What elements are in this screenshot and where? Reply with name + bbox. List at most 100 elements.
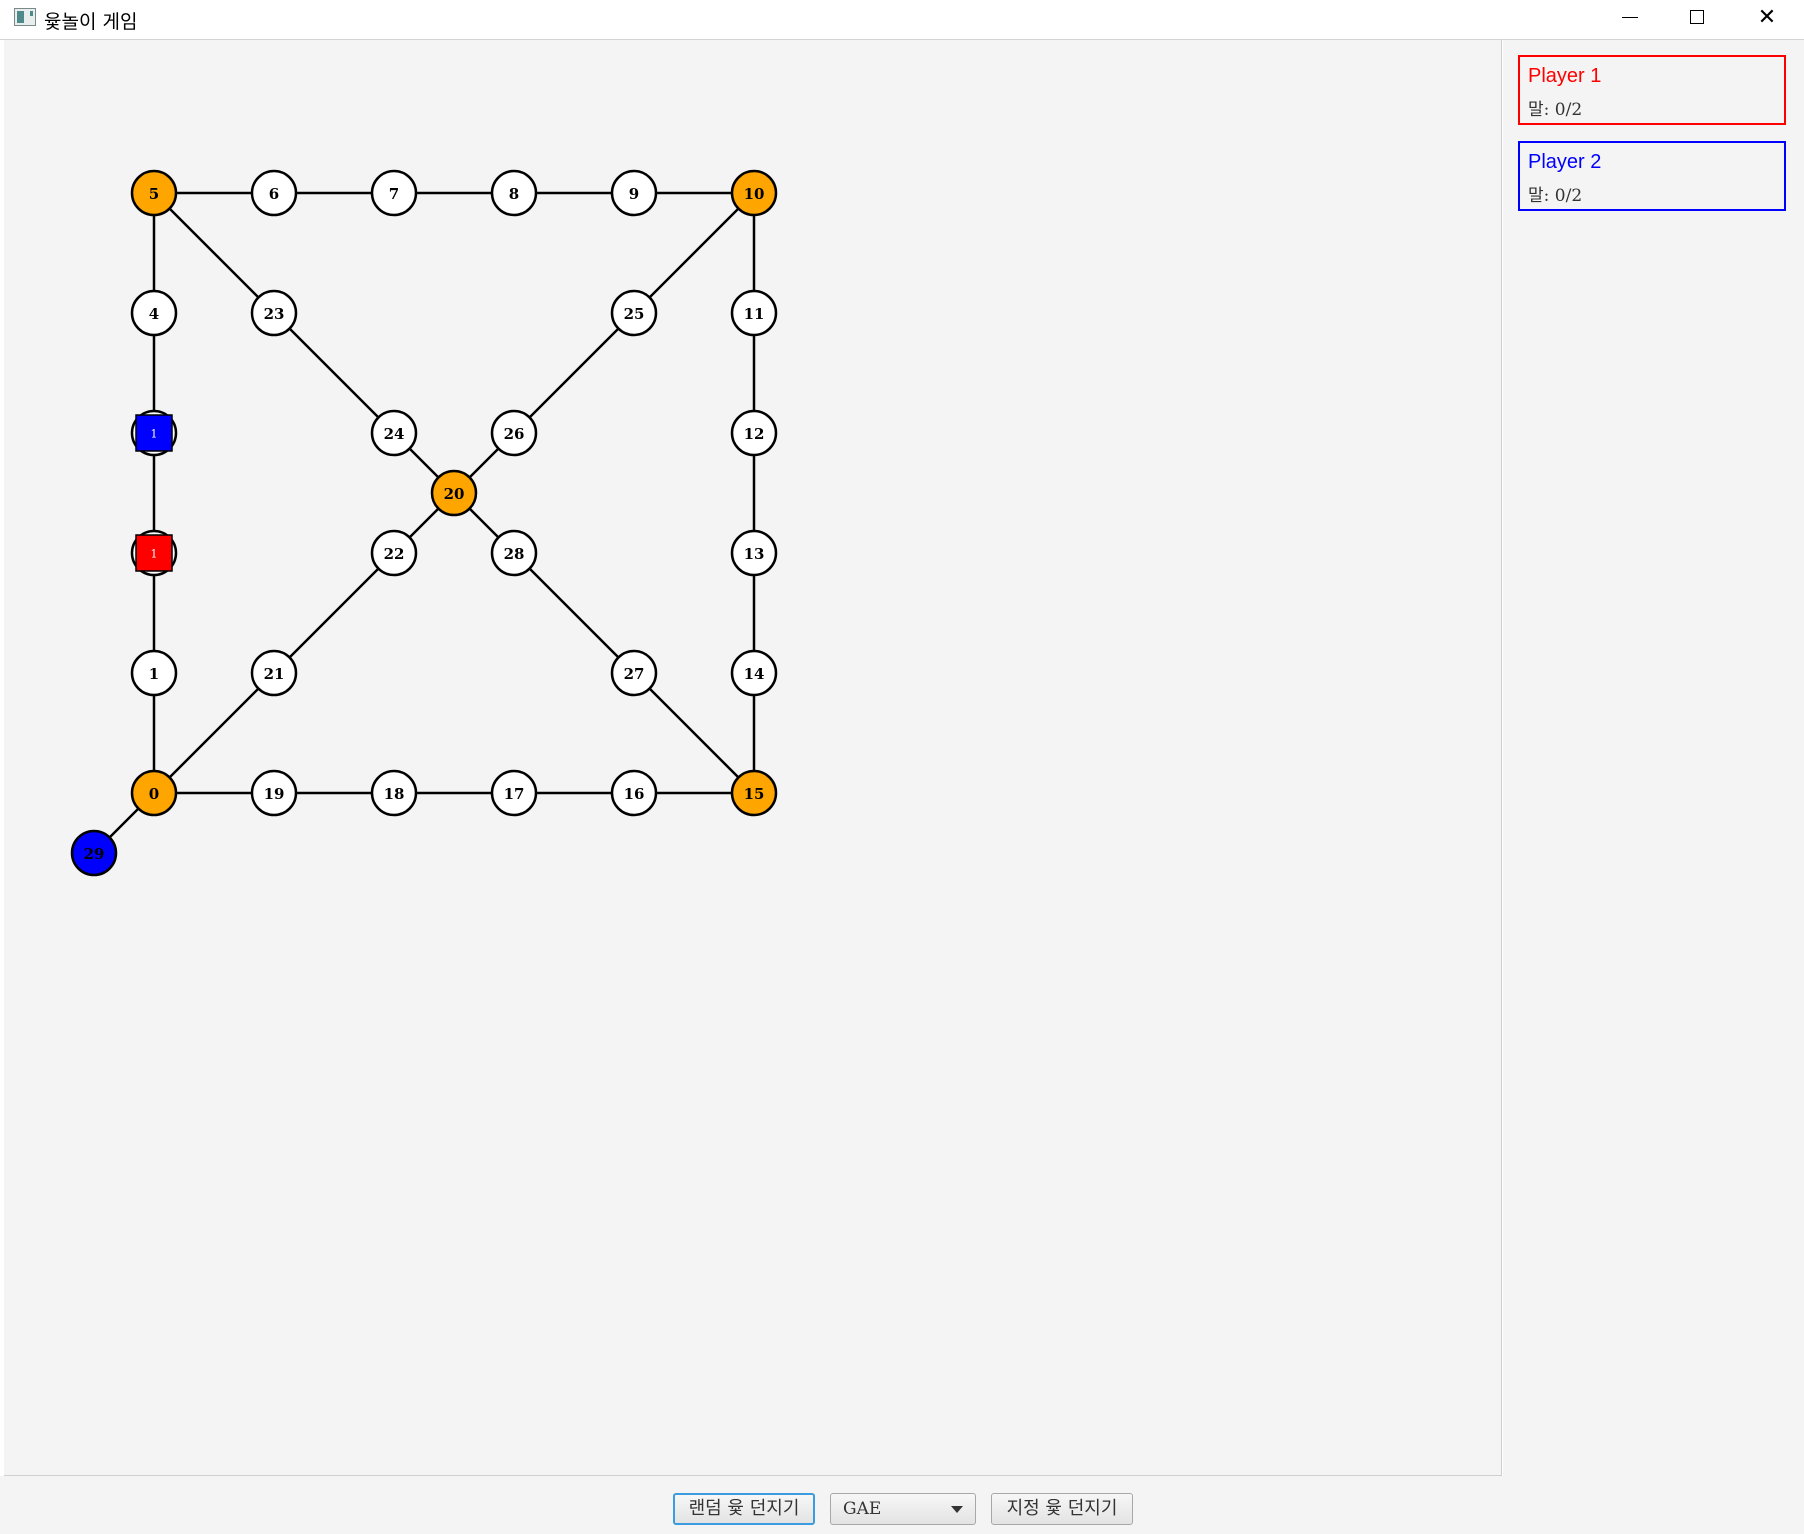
minimize-button[interactable]	[1596, 0, 1662, 36]
piece-count: 1	[151, 428, 158, 441]
game-board: 0123456789101112131415161718192021222324…	[4, 40, 1502, 1476]
player1-piece[interactable]: 1	[135, 534, 173, 572]
board-node-28[interactable]: 28	[490, 529, 538, 577]
node-label: 1	[149, 665, 159, 683]
app-icon	[14, 8, 36, 26]
node-label: 6	[269, 185, 279, 203]
node-label: 24	[384, 425, 405, 443]
node-circle	[130, 289, 178, 337]
board-node-16[interactable]: 16	[610, 769, 658, 817]
node-circle	[730, 529, 778, 577]
node-circle	[250, 769, 298, 817]
board-node-9[interactable]: 9	[610, 169, 658, 217]
node-label: 26	[504, 425, 525, 443]
node-circle	[730, 169, 778, 217]
board-node-1[interactable]: 1	[130, 649, 178, 697]
board-edge	[273, 312, 395, 434]
board-node-22[interactable]: 22	[370, 529, 418, 577]
player1-pieces: 말: 0/2	[1528, 100, 1583, 120]
chevron-down-icon	[951, 1506, 963, 1513]
node-circle	[730, 649, 778, 697]
node-circle	[730, 289, 778, 337]
node-circle	[490, 409, 538, 457]
board-node-12[interactable]: 12	[730, 409, 778, 457]
player-panel: Player 1 말: 0/2 Player 2 말: 0/2	[1503, 40, 1804, 1476]
board-node-10[interactable]: 10	[730, 169, 778, 217]
board-node-21[interactable]: 21	[250, 649, 298, 697]
board-node-24[interactable]: 24	[370, 409, 418, 457]
node-label: 0	[149, 785, 159, 803]
board-node-23[interactable]: 23	[250, 289, 298, 337]
node-label: 13	[744, 545, 765, 563]
node-circle	[130, 649, 178, 697]
title-bar: 윷놀이 게임 ✕	[0, 0, 1804, 40]
window-title: 윷놀이 게임	[44, 11, 138, 33]
board-node-25[interactable]: 25	[610, 289, 658, 337]
board-node-13[interactable]: 13	[730, 529, 778, 577]
node-label: 7	[389, 185, 399, 203]
board-node-5[interactable]: 5	[130, 169, 178, 217]
node-circle	[490, 529, 538, 577]
node-circle	[730, 409, 778, 457]
board-node-27[interactable]: 27	[610, 649, 658, 697]
piece-count: 1	[151, 548, 158, 561]
player2-card: Player 2 말: 0/2	[1518, 141, 1786, 211]
yut-select-value: GAE	[843, 1499, 882, 1519]
board-node-29[interactable]: 29	[70, 829, 118, 877]
node-label: 29	[84, 845, 105, 863]
node-label: 15	[744, 785, 765, 803]
player2-name: Player 2	[1528, 151, 1602, 173]
random-throw-button[interactable]: 랜덤 윷 던지기	[673, 1493, 815, 1525]
board-node-4[interactable]: 4	[130, 289, 178, 337]
node-circle	[610, 649, 658, 697]
board-node-7[interactable]: 7	[370, 169, 418, 217]
node-circle	[730, 769, 778, 817]
piece-marker	[135, 414, 173, 452]
custom-throw-button[interactable]: 지정 윷 던지기	[991, 1493, 1133, 1525]
close-button[interactable]: ✕	[1734, 0, 1800, 36]
minimize-icon	[1622, 17, 1638, 18]
node-label: 20	[444, 485, 465, 503]
board-node-15[interactable]: 15	[730, 769, 778, 817]
player2-piece[interactable]: 1	[135, 414, 173, 452]
control-bar: 랜덤 윷 던지기 GAE 지정 윷 던지기	[0, 1476, 1804, 1534]
close-icon: ✕	[1757, 5, 1777, 30]
node-circle	[370, 169, 418, 217]
yut-select[interactable]: GAE	[830, 1493, 976, 1525]
board-edge	[153, 192, 275, 314]
board-node-11[interactable]: 11	[730, 289, 778, 337]
board-node-26[interactable]: 26	[490, 409, 538, 457]
node-circle	[70, 829, 118, 877]
player1-card: Player 1 말: 0/2	[1518, 55, 1786, 125]
node-circle	[250, 169, 298, 217]
node-label: 11	[744, 305, 765, 323]
node-circle	[130, 169, 178, 217]
node-label: 8	[509, 185, 519, 203]
board-edge	[153, 672, 275, 794]
node-label: 10	[744, 185, 765, 203]
node-label: 12	[744, 425, 765, 443]
node-circle	[250, 289, 298, 337]
board-node-8[interactable]: 8	[490, 169, 538, 217]
node-circle	[370, 769, 418, 817]
node-label: 21	[264, 665, 285, 683]
board-node-14[interactable]: 14	[730, 649, 778, 697]
node-circle	[370, 529, 418, 577]
board-node-18[interactable]: 18	[370, 769, 418, 817]
maximize-button[interactable]	[1664, 0, 1730, 36]
node-label: 5	[149, 185, 159, 203]
board-node-17[interactable]: 17	[490, 769, 538, 817]
board-edge	[633, 672, 755, 794]
board-edge	[513, 552, 635, 674]
node-circle	[130, 769, 178, 817]
board-edge	[633, 192, 755, 314]
board-node-0[interactable]: 0	[130, 769, 178, 817]
node-label: 22	[384, 545, 405, 563]
node-label: 23	[264, 305, 285, 323]
board-node-6[interactable]: 6	[250, 169, 298, 217]
board-node-20[interactable]: 20	[430, 469, 478, 517]
board-edge	[513, 312, 635, 434]
board-node-19[interactable]: 19	[250, 769, 298, 817]
node-circle	[490, 169, 538, 217]
node-label: 19	[264, 785, 285, 803]
